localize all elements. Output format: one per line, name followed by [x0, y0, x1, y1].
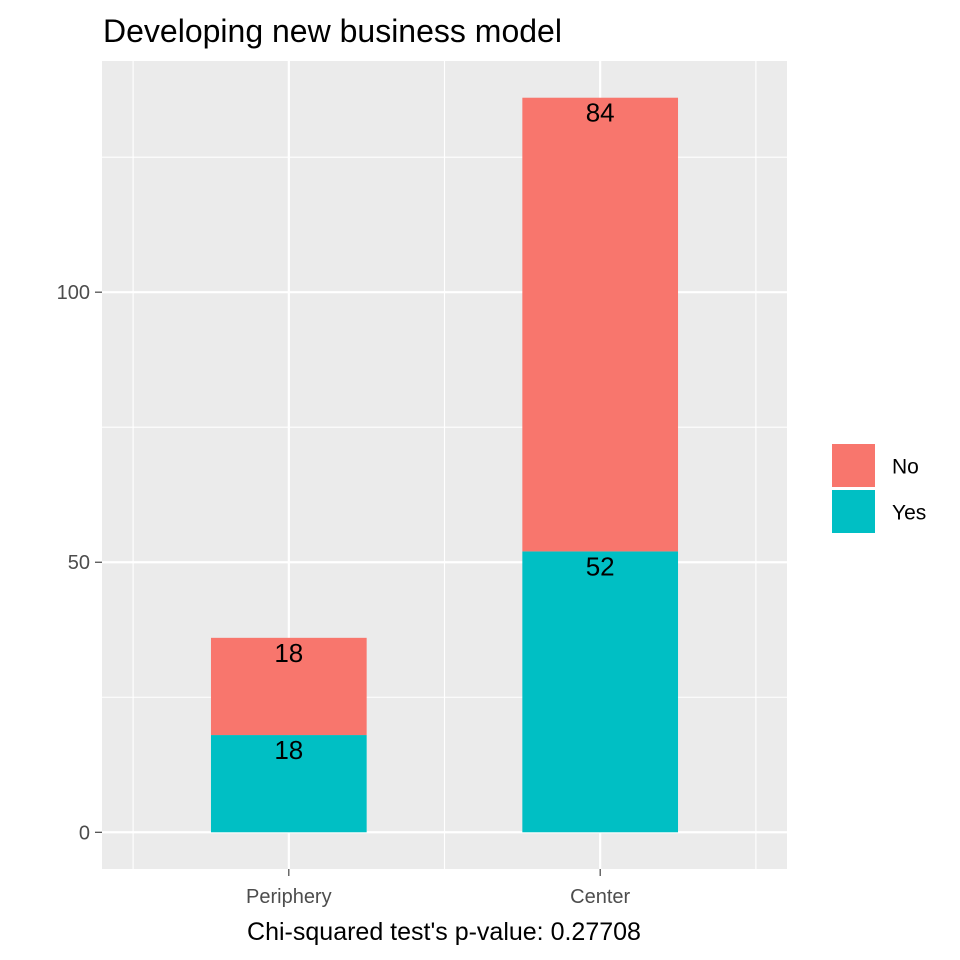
bar-center-yes: [522, 551, 679, 833]
bars: [210, 97, 679, 833]
legend-key-yes: [832, 490, 875, 533]
data-label-periphery-no: 18: [274, 638, 303, 668]
data-label-periphery-yes: 18: [274, 735, 303, 765]
bar-periphery-no: [210, 637, 367, 736]
x-tick-label-periphery: Periphery: [246, 886, 332, 908]
legend-label-no: No: [892, 456, 919, 479]
bar-center-no: [522, 97, 679, 552]
data-label-center-yes: 52: [586, 551, 615, 581]
y-tick-label: 50: [68, 552, 90, 574]
chart-title: Developing new business model: [103, 13, 562, 49]
bar-periphery-yes: [210, 735, 367, 833]
legend: No Yes: [832, 444, 926, 533]
x-axis-title: Chi-squared test's p-value: 0.27708: [247, 918, 641, 946]
x-axis: Periphery Center: [246, 869, 631, 908]
data-labels: 18 18 52 84: [274, 98, 614, 765]
y-tick-label: 100: [57, 282, 90, 304]
legend-key-no: [832, 444, 875, 487]
x-tick-label-center: Center: [570, 886, 630, 908]
data-label-center-no: 84: [586, 98, 615, 128]
y-tick-label: 0: [79, 822, 90, 844]
legend-label-yes: Yes: [892, 502, 926, 525]
y-axis: 0 50 100: [57, 282, 102, 844]
